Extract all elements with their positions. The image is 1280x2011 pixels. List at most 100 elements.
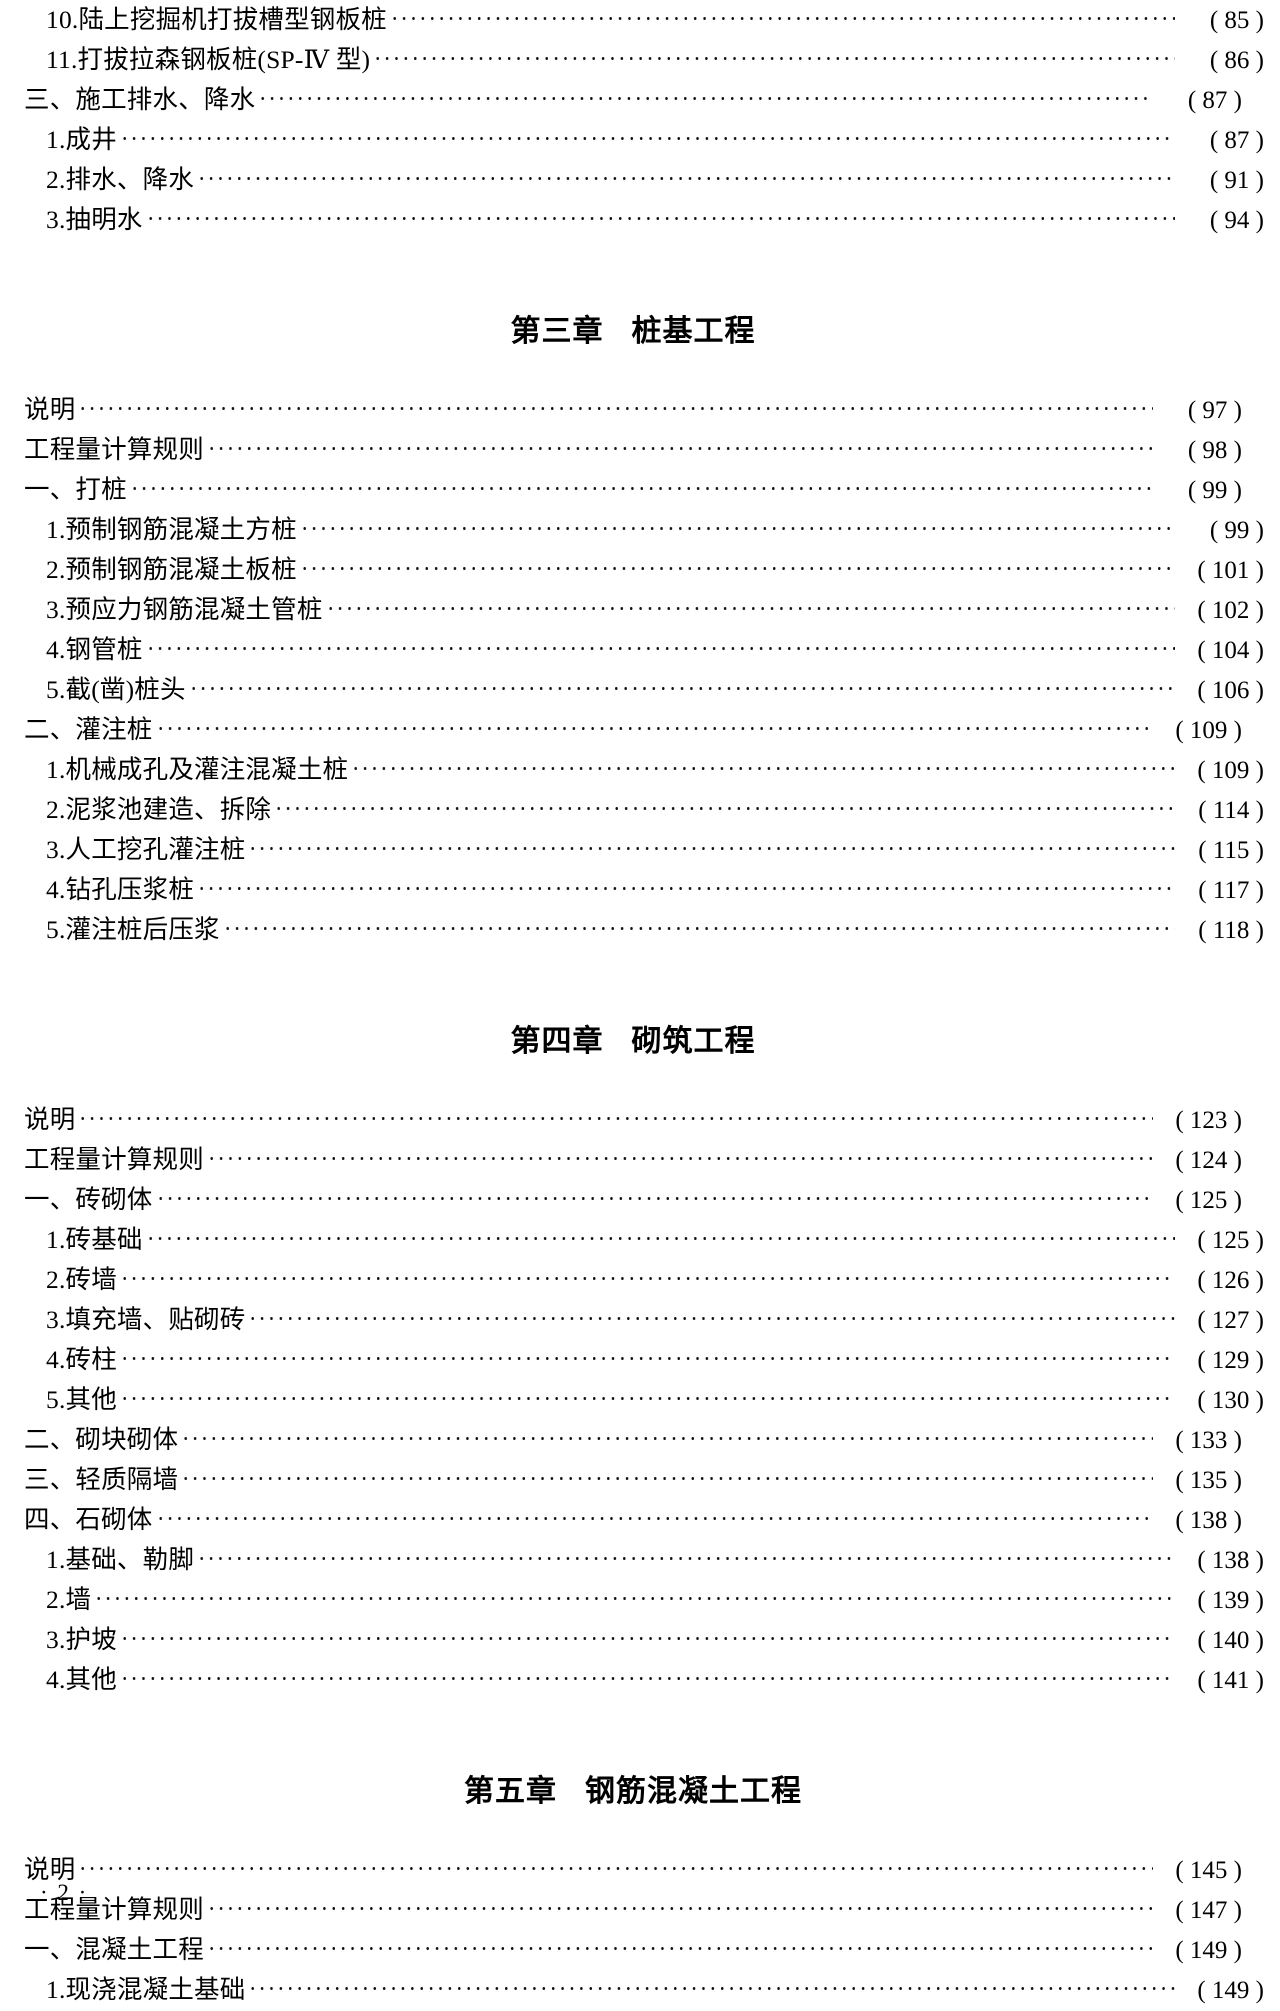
dot-leader [129,473,1153,499]
toc-entry-page-number: ( 133 ) [1175,1427,1242,1454]
toc-entry-title: 4.其他 [46,1665,117,1694]
toc-entry-title: 5.截(凿)桩头 [46,675,186,704]
dot-leader [119,1383,1175,1409]
toc-page: 10.陆上挖掘机打拔槽型钢板桩 ( 85 ) 11.打拔拉森钢板桩(SP-Ⅳ 型) (… [24,0,1264,2004]
chapter-heading: 第四章 砌筑工程 [24,1016,1242,1060]
toc-entry[interactable]: 1.成井 ( 87 ) [24,120,1264,160]
toc-entry[interactable]: 一、混凝土工程 ( 149 ) [24,1930,1242,1970]
toc-entry[interactable]: 说明 ( 145 ) [24,1850,1242,1890]
toc-entry[interactable]: 说明 ( 123 ) [24,1100,1242,1140]
toc-entry-title: 工程量计算规则 [24,1145,204,1174]
dot-leader [145,203,1175,229]
toc-entry[interactable]: 3.抽明水 ( 94 ) [24,200,1264,240]
dot-leader [197,1543,1175,1569]
toc-entry[interactable]: 一、打桩 ( 99 ) [24,470,1242,510]
spacer [24,1060,1242,1100]
spacer [24,1810,1242,1850]
toc-entry-page-number: ( 124 ) [1175,1147,1242,1174]
toc-entry[interactable]: 3.填充墙、贴砌砖 ( 127 ) [24,1300,1264,1340]
toc-entry-page-number: ( 130 ) [1197,1387,1264,1414]
toc-entry[interactable]: 2.砖墙 ( 126 ) [24,1260,1264,1300]
toc-entry-page-number: ( 141 ) [1197,1667,1264,1694]
toc-entry-page-number: ( 97 ) [1187,397,1242,424]
toc-entry-page-number: ( 149 ) [1197,1977,1264,2004]
toc-entry[interactable]: 2.排水、降水 ( 91 ) [24,160,1264,200]
toc-entry-page-number: ( 118 ) [1198,917,1264,944]
dot-leader [181,1463,1153,1489]
dot-leader [206,1933,1153,1959]
toc-entry[interactable]: 二、灌注桩 ( 109 ) [24,710,1242,750]
toc-entry-page-number: ( 129 ) [1197,1347,1264,1374]
toc-entry-title: 说明 [24,1855,76,1884]
dot-leader [206,1143,1153,1169]
chapter-number: 第四章 [510,1025,604,1058]
toc-entry-page-number: ( 123 ) [1175,1107,1242,1134]
toc-entry[interactable]: 5.灌注桩后压浆 ( 118 ) [24,910,1264,950]
toc-entry[interactable]: 10.陆上挖掘机打拔槽型钢板桩 ( 85 ) [24,0,1264,40]
toc-entry[interactable]: 说明 ( 97 ) [24,390,1242,430]
toc-entry[interactable]: 2.预制钢筋混凝土板桩 ( 101 ) [24,550,1264,590]
dot-leader [78,1103,1153,1129]
toc-entry[interactable]: 5.截(凿)桩头 ( 106 ) [24,670,1264,710]
toc-entry-page-number: ( 135 ) [1175,1467,1242,1494]
chapter-title: 砌筑工程 [631,1025,756,1058]
toc-entry-page-number: ( 138 ) [1175,1507,1242,1534]
toc-entry[interactable]: 四、石砌体 ( 138 ) [24,1500,1242,1540]
toc-entry-title: 一、混凝土工程 [24,1935,204,1964]
toc-entry-page-number: ( 104 ) [1197,637,1264,664]
toc-entry-title: 工程量计算规则 [24,1895,204,1924]
toc-entry-title: 2.墙 [46,1585,92,1614]
toc-entry-page-number: ( 127 ) [1197,1307,1264,1334]
toc-entry[interactable]: 1.砖基础 ( 125 ) [24,1220,1264,1260]
toc-entry[interactable]: 1.现浇混凝土基础 ( 149 ) [24,1970,1264,2010]
toc-entry[interactable]: 工程量计算规则 ( 124 ) [24,1140,1242,1180]
toc-entry-title: 1.预制钢筋混凝土方桩 [46,515,297,544]
toc-entry-title: 说明 [24,395,76,424]
chapter-number: 第三章 [510,315,604,348]
dot-leader [206,1893,1153,1919]
toc-entry-page-number: ( 85 ) [1209,7,1264,34]
toc-entry[interactable]: 工程量计算规则 ( 98 ) [24,430,1242,470]
toc-entry-title: 3.预应力钢筋混凝土管桩 [46,595,323,624]
toc-entry[interactable]: 4.钻孔压浆桩 ( 117 ) [24,870,1264,910]
toc-entry-title: 1.成井 [46,125,117,154]
toc-entry[interactable]: 一、砖砌体 ( 125 ) [24,1180,1242,1220]
toc-entry-page-number: ( 115 ) [1198,837,1264,864]
toc-entry-title: 1.机械成孔及灌注混凝土桩 [46,755,349,784]
toc-entry-page-number: ( 125 ) [1197,1227,1264,1254]
toc-entry-title: 三、施工排水、降水 [24,85,256,114]
toc-entry[interactable]: 1.基础、勒脚 ( 138 ) [24,1540,1264,1580]
toc-entry[interactable]: 2.泥浆池建造、拆除 ( 114 ) [24,790,1264,830]
toc-entry[interactable]: 3.预应力钢筋混凝土管桩 ( 102 ) [24,590,1264,630]
toc-entry-title: 说明 [24,1105,76,1134]
page-footer: · 2 · [40,1880,89,1905]
chapter-heading: 第五章 钢筋混凝土工程 [24,1766,1242,1810]
toc-entry[interactable]: 2.墙 ( 139 ) [24,1580,1264,1620]
toc-entry-title: 11.打拔拉森钢板桩(SP-Ⅳ 型) [46,45,371,74]
dot-leader [274,793,1175,819]
toc-entry[interactable]: 工程量计算规则 ( 147 ) [24,1890,1242,1930]
toc-entry-title: 1.基础、勒脚 [46,1545,195,1574]
toc-entry-title: 3.抽明水 [46,205,143,234]
dot-leader [119,1623,1175,1649]
toc-entry[interactable]: 三、施工排水、降水 ( 87 ) [24,80,1242,120]
toc-entry-title: 5.灌注桩后压浆 [46,915,220,944]
toc-entry[interactable]: 3.护坡 ( 140 ) [24,1620,1264,1660]
toc-entry[interactable]: 三、轻质隔墙 ( 135 ) [24,1460,1242,1500]
toc-entry[interactable]: 二、砌块砌体 ( 133 ) [24,1420,1242,1460]
toc-entry[interactable]: 1.预制钢筋混凝土方桩 ( 99 ) [24,510,1264,550]
toc-entry[interactable]: 4.其他 ( 141 ) [24,1660,1264,1700]
dot-leader [155,1183,1153,1209]
toc-entry[interactable]: 4.钢管桩 ( 104 ) [24,630,1264,670]
toc-entry[interactable]: 3.人工挖孔灌注桩 ( 115 ) [24,830,1264,870]
toc-entry[interactable]: 1.机械成孔及灌注混凝土桩 ( 109 ) [24,750,1264,790]
dot-leader [325,593,1175,619]
toc-entry-page-number: ( 101 ) [1197,557,1264,584]
toc-entry-page-number: ( 94 ) [1209,207,1264,234]
toc-entry-page-number: ( 91 ) [1209,167,1264,194]
toc-entry[interactable]: 4.砖柱 ( 129 ) [24,1340,1264,1380]
toc-entry[interactable]: 5.其他 ( 130 ) [24,1380,1264,1420]
toc-entry[interactable]: 11.打拔拉森钢板桩(SP-Ⅳ 型) ( 86 ) [24,40,1264,80]
toc-entry-title: 3.填充墙、贴砌砖 [46,1305,246,1334]
dot-leader [351,753,1175,779]
